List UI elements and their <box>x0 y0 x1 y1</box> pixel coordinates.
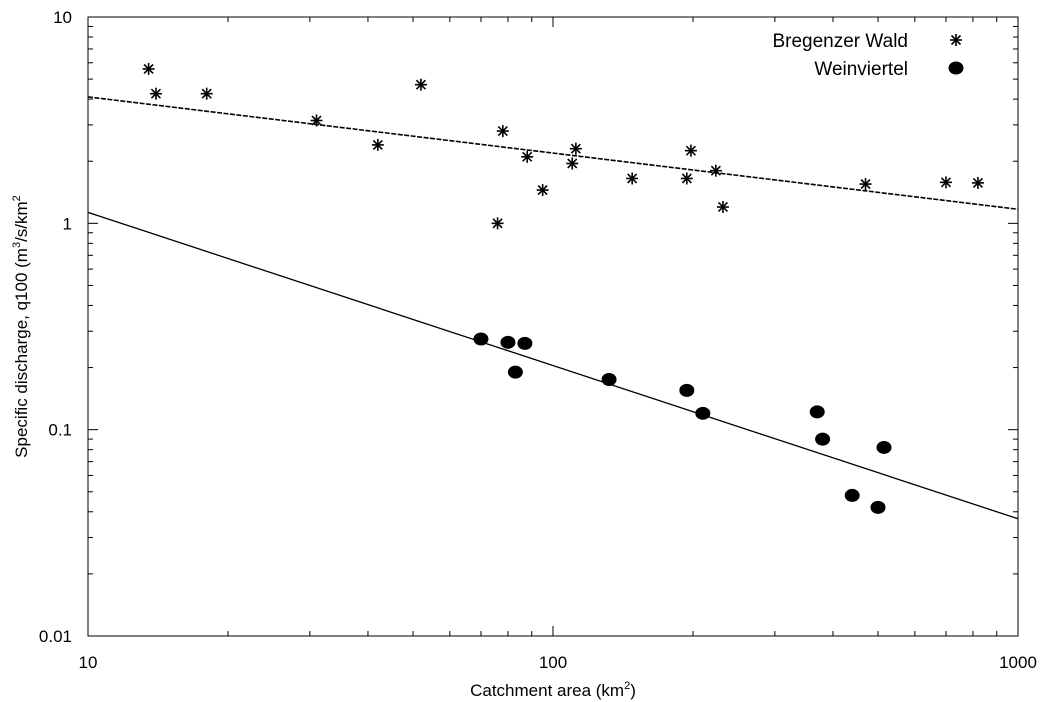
point-bregenzer-wald <box>496 125 509 138</box>
point-weinviertel <box>601 373 617 387</box>
data-points <box>142 62 984 514</box>
point-bregenzer-wald <box>680 172 693 185</box>
trendlines <box>87 96 1019 520</box>
y-tick-label: 0.01 <box>39 627 72 646</box>
point-bregenzer-wald <box>310 114 323 127</box>
x-tick-label: 1000 <box>999 653 1037 672</box>
point-bregenzer-wald <box>859 178 872 191</box>
legend-marker-dot-icon <box>948 61 964 75</box>
legend-label-weinviertel: Weinviertel <box>814 59 908 80</box>
point-weinviertel <box>500 335 516 349</box>
legend: Bregenzer Wald Weinviertel <box>772 31 964 80</box>
point-bregenzer-wald <box>709 164 722 177</box>
y-tick-label: 0.1 <box>48 421 72 440</box>
point-bregenzer-wald <box>626 172 639 185</box>
x-axis-ticks: 10 100 1000 <box>79 17 1037 672</box>
point-bregenzer-wald <box>569 142 582 155</box>
point-bregenzer-wald <box>414 78 427 91</box>
x-axis-label: Catchment area (km2) <box>470 680 636 700</box>
trendline-bregenzer-wald <box>87 96 1019 211</box>
point-weinviertel <box>844 488 860 502</box>
point-bregenzer-wald <box>684 144 697 157</box>
point-bregenzer-wald <box>971 176 984 189</box>
y-tick-label: 10 <box>53 8 72 27</box>
point-bregenzer-wald <box>491 217 504 230</box>
y-axis-label: Specific discharge, q100 (m3/s/km2 <box>11 195 31 458</box>
point-weinviertel <box>517 336 533 350</box>
point-weinviertel <box>473 332 489 346</box>
point-bregenzer-wald <box>521 150 534 163</box>
point-weinviertel <box>809 405 825 419</box>
point-weinviertel <box>507 365 523 379</box>
point-bregenzer-wald <box>566 157 579 170</box>
point-weinviertel <box>695 406 711 420</box>
point-bregenzer-wald <box>200 87 213 100</box>
y-axis-ticks: 0.01 0.1 1 10 <box>39 8 1018 646</box>
point-weinviertel <box>815 432 831 446</box>
point-bregenzer-wald <box>939 176 952 189</box>
legend-marker-asterisk-icon <box>950 34 962 46</box>
y-tick-label: 1 <box>63 214 72 233</box>
point-weinviertel <box>679 383 695 397</box>
trendline-weinviertel <box>87 211 1019 520</box>
legend-label-bregenzer-wald: Bregenzer Wald <box>772 31 908 52</box>
point-bregenzer-wald <box>371 138 384 151</box>
point-bregenzer-wald <box>149 87 162 100</box>
x-tick-label: 10 <box>79 653 98 672</box>
x-tick-label: 100 <box>539 653 567 672</box>
point-bregenzer-wald <box>536 184 549 197</box>
point-bregenzer-wald <box>142 62 155 75</box>
point-weinviertel <box>876 440 892 454</box>
point-weinviertel <box>870 500 886 514</box>
point-bregenzer-wald <box>716 200 729 213</box>
plot-area <box>87 16 1019 637</box>
